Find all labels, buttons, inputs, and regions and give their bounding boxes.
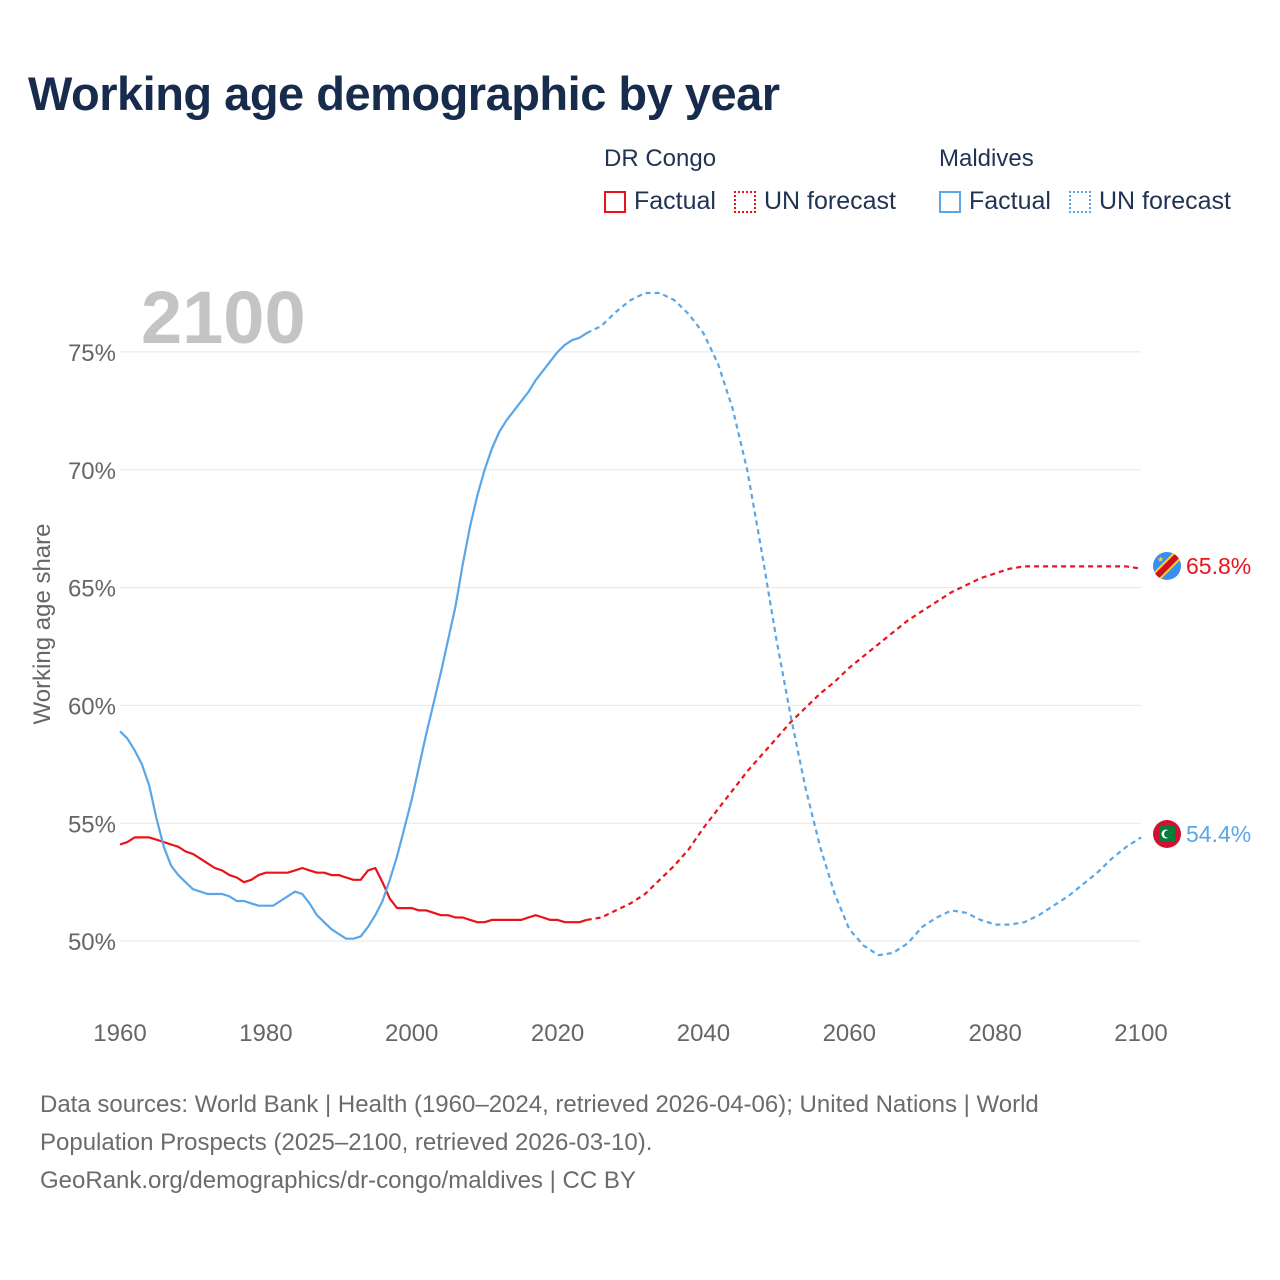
y-tick-label: 50% <box>68 929 116 956</box>
series-lines <box>119 291 1142 957</box>
year-watermark: 2100 <box>141 276 306 359</box>
maldives-end-value-label: 54.4% <box>1186 821 1251 847</box>
x-tick-label: 2020 <box>531 1020 584 1047</box>
y-tick-label: 55% <box>68 811 116 838</box>
x-tick-label: 1960 <box>93 1020 146 1047</box>
drc-factual-swatch <box>604 190 626 213</box>
legend-label: Factual <box>969 187 1051 215</box>
gridlines <box>120 351 1141 942</box>
y-tick-label: 60% <box>68 693 116 720</box>
line-chart: 2100 50% 55% 60% 65% 70% 75% 1960 1980 2000 2020… <box>29 276 1251 1047</box>
y-axis-ticks: 50% 55% 60% 65% 70% 75% <box>68 340 116 956</box>
maldives-forecast-swatch <box>1068 190 1091 213</box>
legend-group-maldives: Maldives Factual UN forecast <box>939 145 1249 216</box>
maldives-factual-swatch <box>939 190 961 213</box>
y-tick-label: 70% <box>68 458 116 485</box>
maldives-flag-icon <box>1153 820 1181 848</box>
x-tick-label: 2100 <box>1114 1020 1167 1047</box>
legend-group-dr-congo: DR Congo Factual UN forecast <box>604 145 914 216</box>
x-tick-label: 2000 <box>385 1020 438 1047</box>
y-axis-label: Working age share <box>29 524 56 725</box>
legend-item-maldives-forecast[interactable]: UN forecast <box>1068 187 1231 216</box>
source-note: Data sources: World Bank | Health (1960–… <box>40 1086 1160 1200</box>
x-axis-ticks: 1960 1980 2000 2020 2040 2060 2080 2100 <box>93 1020 1167 1047</box>
chart-title: Working age demographic by year <box>28 67 780 120</box>
drc-forecast-swatch <box>733 190 756 213</box>
legend-group-title: DR Congo <box>604 145 717 172</box>
maldives-factual-line <box>119 332 588 940</box>
x-tick-label: 2060 <box>823 1020 876 1047</box>
source-line: Data sources: World Bank | Health (1960–… <box>40 1091 1039 1118</box>
x-tick-label: 2040 <box>677 1020 730 1047</box>
legend-row: Factual UN forecast <box>939 187 1249 216</box>
source-line: Population Prospects (2025–2100, retriev… <box>40 1129 653 1156</box>
legend-label: Factual <box>634 187 716 215</box>
x-tick-label: 1980 <box>239 1020 292 1047</box>
maldives-forecast-line <box>586 291 1142 957</box>
source-link[interactable]: GeoRank.org/demographics/dr-congo/maldiv… <box>40 1167 636 1194</box>
x-tick-label: 2080 <box>968 1020 1021 1047</box>
legend-item-drc-forecast[interactable]: UN forecast <box>733 187 896 216</box>
legend-item-drc-factual[interactable]: Factual <box>604 187 716 216</box>
y-tick-label: 65% <box>68 576 116 603</box>
y-tick-label: 75% <box>68 340 116 367</box>
dr-congo-forecast-line <box>586 565 1142 921</box>
drc-end-value-label: 65.8% <box>1186 553 1251 579</box>
legend-item-maldives-factual[interactable]: Factual <box>939 187 1051 216</box>
legend-group-title: Maldives <box>939 145 1034 172</box>
legend-label: UN forecast <box>1098 187 1231 215</box>
dr-congo-factual-line <box>119 836 588 924</box>
legend-label: UN forecast <box>763 187 896 215</box>
dr-congo-flag-icon: ★ <box>1153 552 1181 580</box>
svg-text:★: ★ <box>1157 555 1164 564</box>
legend-row: Factual UN forecast <box>604 187 914 216</box>
